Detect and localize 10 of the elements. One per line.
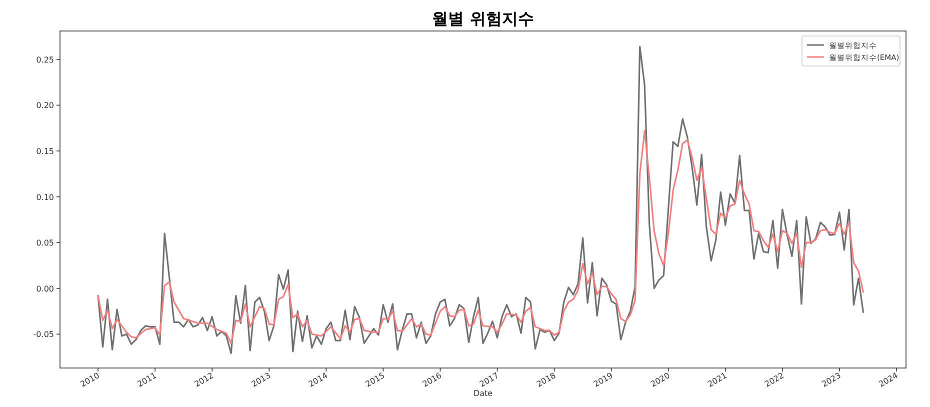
y-tick-label: 0.00 [36,284,54,294]
y-tick-label: 0.10 [36,192,54,202]
y-tick-label: 0.15 [36,146,54,156]
line-series [97,130,864,344]
y-tick-label: 0.20 [36,101,54,110]
y-tick-label: -0.05 [33,330,54,340]
x-axis-title: Date [473,389,493,398]
y-tick-label: 0.25 [36,55,54,64]
y-tick-label: 0.05 [36,238,54,248]
chart-title: 월별 위험지수 [432,9,534,28]
